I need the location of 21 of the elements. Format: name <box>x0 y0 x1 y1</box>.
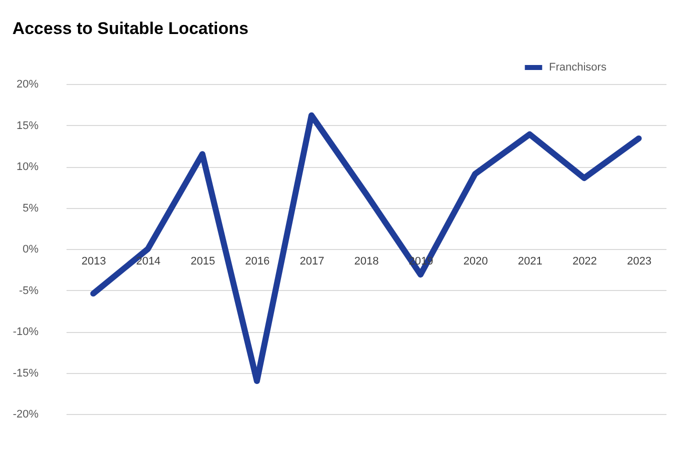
y-tick-label: -20% <box>12 408 39 420</box>
x-tick-label: 2014 <box>136 256 161 268</box>
y-tick-label: 15% <box>16 120 39 132</box>
y-tick-label: 20% <box>16 78 39 90</box>
y-tick-label: -5% <box>18 284 39 297</box>
x-tick-label: 2020 <box>463 256 488 268</box>
y-tick-label: 5% <box>22 202 39 214</box>
y-tick-label: 0% <box>22 244 39 256</box>
x-tick-label: 2016 <box>245 256 270 268</box>
x-tick-label: 2021 <box>518 256 542 268</box>
legend-label: Franchisors <box>549 62 607 74</box>
x-tick-label: 2023 <box>626 256 652 268</box>
x-tick-label: 2018 <box>354 256 379 268</box>
y-tick-label: 10% <box>16 161 39 173</box>
x-tick-label: 2022 <box>572 256 597 268</box>
y-tick-label: -10% <box>12 326 39 338</box>
x-tick-label: 2015 <box>190 256 216 268</box>
chart-title: Access to Suitable Locations <box>12 19 249 38</box>
x-tick-label: 2017 <box>300 256 324 268</box>
x-tick-label: 2013 <box>82 256 106 268</box>
y-tick-label: -15% <box>12 367 39 380</box>
